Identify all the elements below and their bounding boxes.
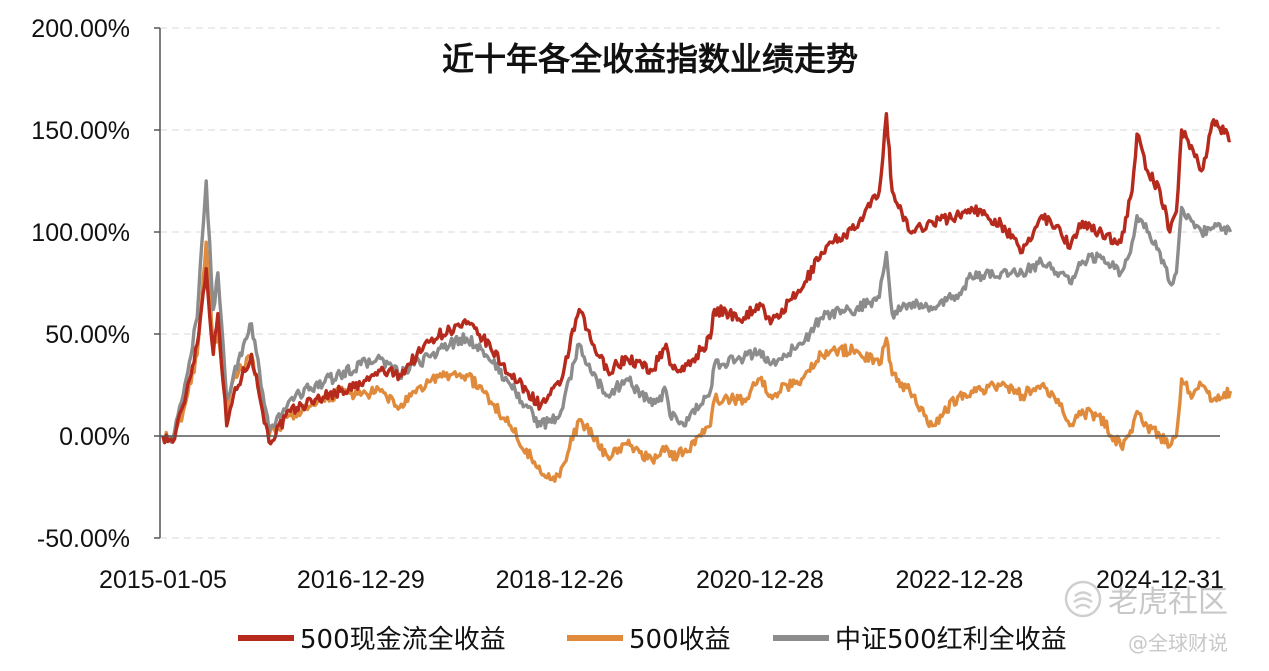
watermark-tiger-text: 老虎社区 (1108, 585, 1228, 620)
legend-label: 500现金流全收益 (300, 625, 506, 655)
y-tick-label: 50.00% (45, 321, 130, 349)
x-axis-ticks: 2015-01-05 2016-12-29 2018-12-26 2020-12-28… (99, 566, 1224, 594)
legend-label: 500收益 (629, 625, 731, 655)
x-tick-label: 2020-12-28 (696, 566, 824, 594)
chart-title: 近十年各全收益指数业绩走势 (442, 40, 858, 78)
y-tick-label: 200.00% (31, 15, 130, 43)
watermark-tiger: 老虎社区 (1064, 580, 1228, 620)
x-tick-label: 2022-12-28 (895, 566, 1023, 594)
y-tick-label: -50.00% (37, 525, 130, 553)
y-axis-ticks: -50.00% 0.00% 50.00% 100.00% 150.00% 200.00% (31, 15, 160, 553)
x-tick-label: 2015-01-05 (99, 566, 227, 594)
series-lines (161, 111, 1233, 483)
legend-label: 中证500红利全收益 (835, 625, 1067, 655)
y-tick-label: 150.00% (31, 117, 130, 145)
tiger-logo-icon (1064, 580, 1102, 618)
x-tick-label: 2016-12-29 (297, 566, 425, 594)
y-tick-label: 0.00% (59, 423, 130, 451)
series-line (161, 240, 1233, 483)
watermark-global-finance: @全球财说 (1128, 631, 1228, 655)
x-tick-label: 2024-12-31 (1096, 566, 1224, 594)
legend: 500现金流全收益 500收益 中证500红利全收益 (238, 625, 1067, 655)
series-line (161, 179, 1233, 444)
x-tick-label: 2018-12-26 (496, 566, 624, 594)
y-tick-label: 100.00% (31, 219, 130, 247)
series-line (161, 111, 1232, 446)
gridlines (160, 27, 1220, 539)
